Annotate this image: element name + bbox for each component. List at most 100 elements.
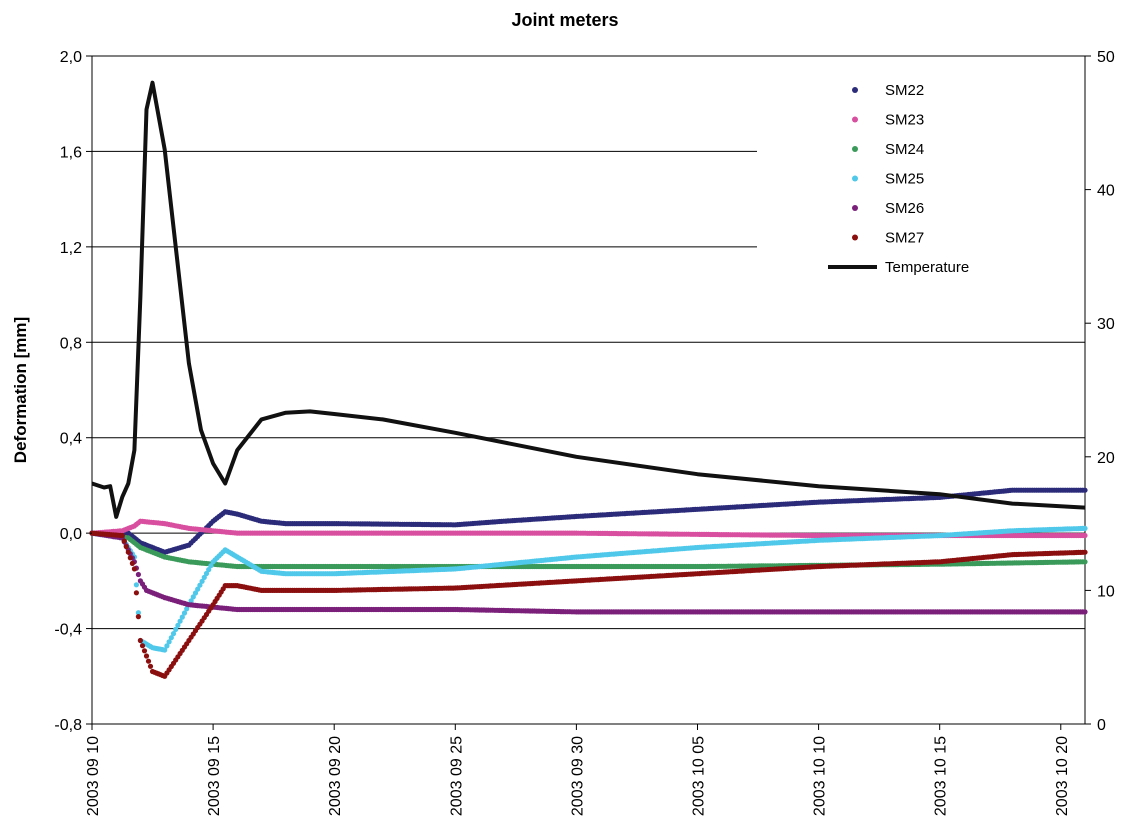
data-point [143, 653, 150, 659]
y2-tick-label: 20 [1097, 450, 1115, 467]
legend-item: SM25 [852, 171, 924, 188]
data-point [145, 658, 152, 664]
data-point [190, 594, 196, 600]
series-layer [89, 80, 1088, 679]
data-point [175, 622, 181, 628]
legend-item: SM27 [852, 230, 924, 247]
data-point [127, 555, 133, 561]
legend-item: SM22 [852, 82, 924, 99]
legend-item: SM26 [852, 200, 924, 217]
y2-tick-label: 0 [1097, 717, 1106, 734]
y2-tick-label: 40 [1097, 183, 1115, 200]
legend-dot-swatch [852, 205, 858, 211]
data-point [170, 631, 177, 637]
data-point [181, 610, 188, 616]
y-tick-label: -0,8 [54, 717, 82, 734]
data-point [184, 606, 190, 612]
data-point [133, 582, 139, 588]
legend-label: SM27 [885, 230, 924, 247]
y-tick-label: 1,6 [60, 144, 82, 161]
series-sm27 [89, 530, 1088, 679]
data-point [179, 614, 185, 620]
data-point [203, 570, 210, 577]
x-tick-label: 2003 09 30 [569, 736, 586, 816]
data-point [135, 571, 141, 578]
data-point [133, 590, 139, 596]
data-point [129, 560, 135, 567]
legend-label: SM22 [885, 82, 924, 99]
y-tick-label: 0,8 [60, 335, 82, 352]
legend-label: SM25 [885, 171, 924, 188]
y-tick-label: 0,0 [60, 526, 82, 543]
y2-tick-label: 10 [1097, 583, 1115, 600]
y-axis-title: Deformation [mm] [11, 317, 30, 463]
data-point [121, 538, 127, 544]
legend-item: Temperature [828, 259, 969, 276]
data-point [135, 610, 141, 616]
y2-tick-label: 50 [1097, 49, 1115, 66]
legend: SM22 SM23 SM24 SM25 SM26 SM27 Temperature [828, 82, 969, 276]
x-tick-label: 2003 10 05 [690, 736, 707, 816]
legend-dot-swatch [852, 146, 858, 152]
data-point [188, 598, 194, 604]
y2-tick-label: 30 [1097, 316, 1115, 333]
legend-dot-swatch [852, 87, 858, 93]
data-point [162, 647, 168, 653]
data-point [119, 532, 125, 539]
data-point [123, 544, 129, 550]
x-tick-label: 2003 10 10 [812, 736, 829, 816]
x-tick-label: 2003 09 10 [85, 736, 102, 816]
data-point [199, 578, 205, 584]
chart-title: Joint meters [511, 10, 618, 30]
data-point [125, 549, 131, 555]
data-point [131, 566, 137, 572]
series-temperature [91, 80, 1086, 519]
legend-dot-swatch [852, 175, 858, 182]
data-point [192, 590, 199, 596]
y-tick-label: 0,4 [60, 431, 82, 448]
data-point [1082, 559, 1088, 565]
data-point [177, 618, 183, 624]
data-point [1082, 549, 1088, 555]
data-point [208, 563, 214, 569]
data-point [195, 586, 201, 592]
data-point [1082, 487, 1088, 493]
data-point [164, 643, 170, 649]
data-point [137, 637, 143, 644]
data-point [197, 582, 203, 588]
data-point [135, 614, 141, 620]
data-point [147, 663, 154, 669]
series-sm22 [89, 487, 1088, 555]
x-tick-label: 2003 09 15 [206, 736, 223, 816]
data-point [168, 635, 174, 641]
legend-dot-swatch [852, 116, 858, 123]
series-sm25 [89, 525, 1088, 653]
y-tick-label: 1,2 [60, 240, 82, 257]
data-point [166, 639, 172, 645]
x-tick-label: 2003 09 25 [448, 736, 465, 816]
legend-label: Temperature [885, 259, 969, 276]
temperature-line [91, 80, 1086, 519]
data-point [1082, 609, 1088, 615]
legend-item: SM24 [852, 141, 924, 158]
data-point [141, 648, 148, 654]
x-tick-label: 2003 10 20 [1054, 736, 1071, 816]
axes-layer: -0,8 -0,4 0,0 0,4 0,8 1,2 1,6 2,0 0 10 20 30 40 50 200… [54, 49, 1114, 816]
plot-frame [91, 55, 1086, 725]
y-tick-label: -0,4 [54, 622, 82, 639]
data-point [206, 567, 212, 573]
x-tick-label: 2003 10 15 [933, 736, 950, 816]
legend-dot-swatch [852, 234, 858, 241]
x-tick-label: 2003 09 20 [327, 736, 344, 816]
data-point [1082, 525, 1088, 532]
legend-label: SM24 [885, 141, 924, 158]
data-point [173, 626, 179, 633]
legend-label: SM26 [885, 200, 924, 217]
data-point [139, 643, 146, 649]
y-tick-label: 2,0 [60, 49, 82, 66]
data-point [201, 574, 207, 581]
legend-item: SM23 [852, 112, 924, 129]
series-sm26 [89, 530, 1088, 615]
legend-label: SM23 [885, 112, 924, 129]
